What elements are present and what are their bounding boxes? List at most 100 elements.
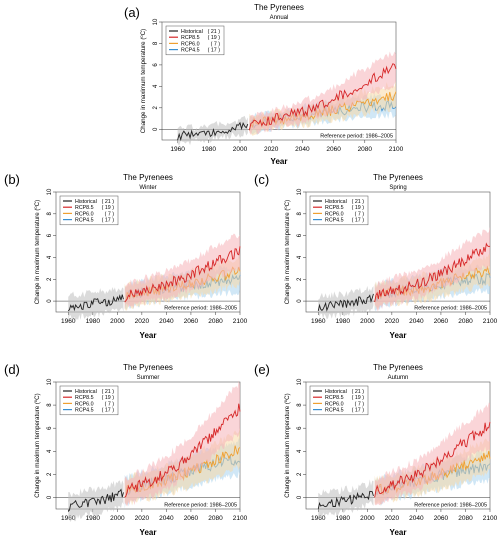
legend-label: RCP6.0 xyxy=(75,211,94,217)
legend-label: RCP4.5 xyxy=(75,408,94,414)
y-tick-label: 0 xyxy=(47,299,53,303)
x-tick-label: 2000 xyxy=(360,318,375,325)
chart-subtitle: Autumn xyxy=(388,375,409,381)
x-axis-label: Year xyxy=(390,528,407,537)
x-tick-label: 2000 xyxy=(110,318,125,325)
x-tick-label: 1960 xyxy=(61,318,76,325)
x-tick-label: 2080 xyxy=(208,515,223,522)
legend-count: ( 19 ) xyxy=(102,205,115,211)
legend-count: ( 17 ) xyxy=(102,408,115,414)
y-tick-label: 4 xyxy=(153,84,159,88)
y-tick-label: 2 xyxy=(47,277,53,281)
chart-subtitle: Summer xyxy=(137,375,160,381)
legend-label: RCP8.5 xyxy=(75,205,94,211)
series-line-historical xyxy=(67,294,124,312)
x-axis-label: Year xyxy=(271,157,288,166)
legend-count: ( 7 ) xyxy=(211,41,221,47)
series-band-rcp85 xyxy=(124,380,240,507)
x-axis: 1960 1980 2000 2020 2040 2060 2080 2100 xyxy=(311,509,498,522)
legend: Historical ( 21 ) RCP8.5 ( 19 ) RCP6.0 ( 7 ) R… xyxy=(59,195,119,226)
x-tick-label: 2100 xyxy=(483,515,498,522)
x-tick-label: 2060 xyxy=(184,318,199,325)
legend-label: RCP4.5 xyxy=(75,218,94,224)
x-tick-label: 2100 xyxy=(483,318,498,325)
y-tick-label: 6 xyxy=(47,233,53,237)
y-axis-label: Change in maximum temperature (ºC) xyxy=(284,200,291,304)
x-tick-label: 2020 xyxy=(135,318,150,325)
x-tick-label: 1960 xyxy=(170,146,185,153)
panel-letter-b: (b) xyxy=(4,172,20,187)
legend-label: RCP6.0 xyxy=(75,401,94,407)
y-tick-label: 10 xyxy=(47,188,53,195)
x-axis: 1960 1980 2000 2020 2040 2060 2080 2100 xyxy=(61,312,248,325)
y-tick-label: 4 xyxy=(47,449,53,453)
y-tick-label: 6 xyxy=(47,426,53,430)
x-tick-label: 2040 xyxy=(159,515,174,522)
x-tick-label: 1980 xyxy=(202,146,217,153)
series-layer xyxy=(67,380,241,523)
y-tick-label: 0 xyxy=(297,495,303,499)
legend-count: ( 19 ) xyxy=(352,205,365,211)
legend: Historical ( 21 ) RCP8.5 ( 19 ) RCP6.0 ( 7 ) R… xyxy=(59,385,119,416)
reference-note: Reference period: 1986–2005 xyxy=(414,503,487,509)
series-layer xyxy=(177,51,397,146)
x-tick-label: 2100 xyxy=(389,146,404,153)
series-band-historical xyxy=(318,479,374,519)
y-tick-label: 4 xyxy=(47,255,53,259)
y-tick-label: 2 xyxy=(297,472,303,476)
legend-count: ( 17 ) xyxy=(352,408,365,414)
legend-label: Historical xyxy=(325,389,347,395)
x-tick-label: 2020 xyxy=(135,515,150,522)
legend: Historical ( 21 ) RCP8.5 ( 19 ) RCP6.0 ( 7 ) R… xyxy=(309,195,369,226)
y-tick-label: 8 xyxy=(153,41,159,45)
legend-count: ( 21 ) xyxy=(352,199,365,205)
legend-label: RCP6.0 xyxy=(325,211,344,217)
x-tick-label: 2060 xyxy=(326,146,341,153)
y-axis-label: Change in maximum temperature (ºC) xyxy=(284,393,291,497)
x-tick-label: 2020 xyxy=(385,318,400,325)
x-tick-label: 2040 xyxy=(295,146,310,153)
x-axis-label: Year xyxy=(140,331,157,340)
legend-label: RCP8.5 xyxy=(325,205,344,211)
y-tick-label: 2 xyxy=(47,472,53,476)
x-tick-label: 2080 xyxy=(208,318,223,325)
x-tick-label: 2080 xyxy=(358,146,373,153)
panel-d: (d) The PyreneesSummer196019802000202020… xyxy=(0,360,250,549)
chart-title: The Pyrenees xyxy=(254,3,304,12)
series-band-historical xyxy=(68,286,124,321)
chart-title: The Pyrenees xyxy=(373,173,423,182)
y-tick-label: 10 xyxy=(297,378,303,385)
panel-e: (e) The Pyrenees Autumn 1960 1980 2000 2020 20… xyxy=(250,360,500,549)
legend-label: RCP6.0 xyxy=(181,41,200,47)
legend-count: ( 17 ) xyxy=(102,218,115,224)
y-axis-label: Change in maximum temperature (ºC) xyxy=(34,393,41,497)
x-tick-label: 2060 xyxy=(184,515,199,522)
panel-c: (c) The Pyrenees Spring 1960 1980 2000 2020 20… xyxy=(250,170,500,352)
y-tick-label: 6 xyxy=(297,233,303,237)
y-tick-label: 0 xyxy=(47,495,53,499)
legend-label: Historical xyxy=(181,29,203,35)
legend-count: ( 21 ) xyxy=(102,199,115,205)
legend-count: ( 21 ) xyxy=(102,389,115,395)
x-axis: 1960 1980 2000 2020 2040 2060 2080 2100 xyxy=(170,140,404,153)
series-line-rcp85 xyxy=(374,421,491,498)
y-tick-label: 10 xyxy=(297,188,303,195)
panel-b: (b) The Pyrenees Winter 1960 1980 2000 2020 20… xyxy=(0,170,250,352)
panel-letter-a: (a) xyxy=(124,5,140,20)
series-layer xyxy=(317,402,491,519)
legend-label: RCP6.0 xyxy=(325,401,344,407)
x-tick-label: 2040 xyxy=(409,515,424,522)
legend-count: ( 19 ) xyxy=(352,395,365,401)
legend-count: ( 17 ) xyxy=(352,218,365,224)
chart-title: The Pyrenees xyxy=(123,173,173,182)
legend-label: Historical xyxy=(325,199,347,205)
legend-count: ( 21 ) xyxy=(352,389,365,395)
series-line-rcp85 xyxy=(124,246,241,303)
series-line-historical xyxy=(177,121,249,142)
series-band-rcp85 xyxy=(124,233,240,310)
y-tick-label: 6 xyxy=(153,63,159,67)
series-line-rcp85 xyxy=(248,63,397,131)
